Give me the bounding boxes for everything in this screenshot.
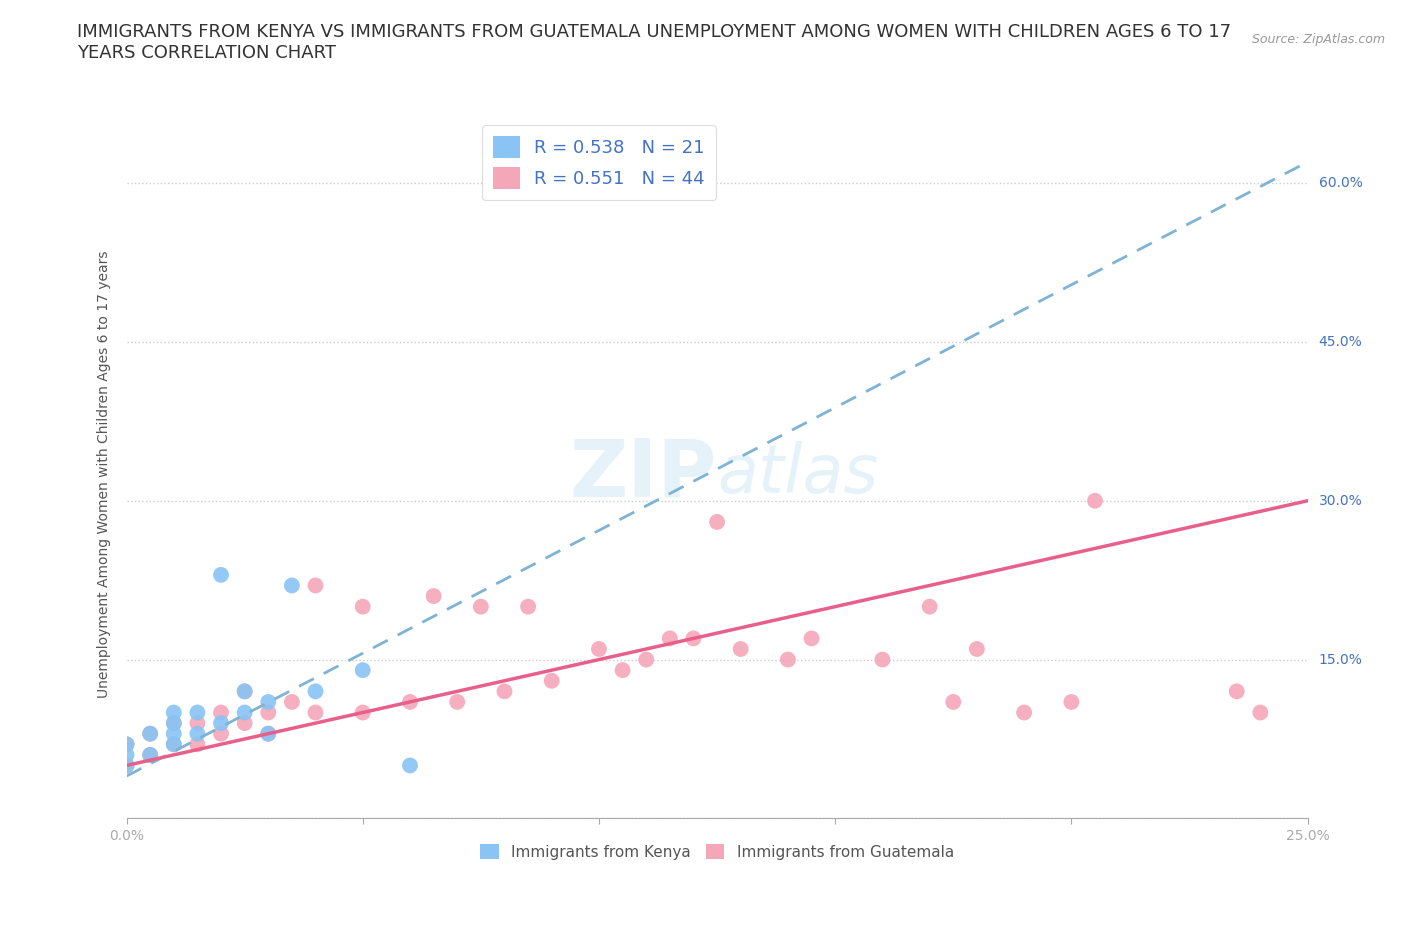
Point [186,705,208,720]
Point [186,716,208,731]
Point [115,737,138,751]
Point [588,642,610,657]
Point [163,726,186,741]
Point [942,695,965,710]
Point [257,726,280,741]
Text: IMMIGRANTS FROM KENYA VS IMMIGRANTS FROM GUATEMALA UNEMPLOYMENT AMONG WOMEN WITH: IMMIGRANTS FROM KENYA VS IMMIGRANTS FROM… [77,23,1232,62]
Point [399,695,422,710]
Point [115,748,138,763]
Point [139,726,162,741]
Point [706,514,728,529]
Text: atlas: atlas [717,442,879,507]
Text: 60.0%: 60.0% [1319,176,1362,190]
Point [658,631,681,645]
Point [163,716,186,731]
Point [872,652,894,667]
Point [139,748,162,763]
Point [209,567,232,582]
Point [1084,493,1107,508]
Point [800,631,823,645]
Point [186,737,208,751]
Point [1249,705,1271,720]
Point [233,684,256,698]
Y-axis label: Unemployment Among Women with Children Ages 6 to 17 years: Unemployment Among Women with Children A… [97,250,111,698]
Point [257,705,280,720]
Point [918,599,941,614]
Point [233,684,256,698]
Point [470,599,492,614]
Point [446,695,468,710]
Point [352,705,374,720]
Point [776,652,799,667]
Text: 15.0%: 15.0% [1319,653,1362,667]
Legend: Immigrants from Kenya, Immigrants from Guatemala: Immigrants from Kenya, Immigrants from G… [474,838,960,866]
Point [209,716,232,731]
Point [115,737,138,751]
Point [209,705,232,720]
Point [540,673,562,688]
Text: 30.0%: 30.0% [1319,494,1362,508]
Text: Source: ZipAtlas.com: Source: ZipAtlas.com [1251,33,1385,46]
Point [139,748,162,763]
Point [1226,684,1249,698]
Point [730,642,752,657]
Point [281,578,304,593]
Point [281,695,304,710]
Point [422,589,444,604]
Point [304,705,326,720]
Point [139,726,162,741]
Point [233,705,256,720]
Text: ZIP: ZIP [569,435,717,513]
Point [163,737,186,751]
Text: 45.0%: 45.0% [1319,335,1362,349]
Point [352,599,374,614]
Point [257,726,280,741]
Point [115,758,138,773]
Point [636,652,658,667]
Point [517,599,540,614]
Point [494,684,516,698]
Point [966,642,988,657]
Point [163,716,186,731]
Point [399,758,422,773]
Point [682,631,704,645]
Point [1012,705,1035,720]
Point [209,726,232,741]
Point [163,705,186,720]
Point [352,663,374,678]
Point [304,578,326,593]
Point [257,695,280,710]
Point [304,684,326,698]
Point [163,737,186,751]
Point [233,716,256,731]
Point [1060,695,1083,710]
Point [612,663,634,678]
Point [186,726,208,741]
Point [115,758,138,773]
